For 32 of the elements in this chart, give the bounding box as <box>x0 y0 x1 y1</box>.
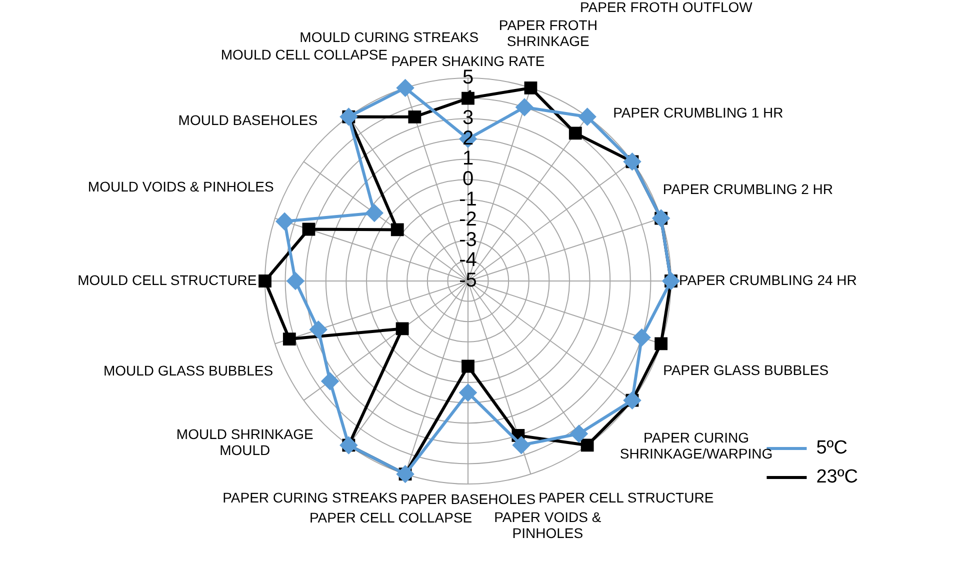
spoke-label: PAPER CRUMBLING 2 HR <box>662 180 834 197</box>
spoke-label: PAPER CRUMBLING 1 HR <box>613 104 784 121</box>
spoke-label: PAPER CURING STREAKS <box>222 489 398 506</box>
spoke-label: PAPER VOIDS & PINHOLES <box>494 509 602 542</box>
spoke-label: MOULD VOIDS & PINHOLES <box>88 178 274 195</box>
legend-label: 23ºC <box>816 466 858 488</box>
spoke-label: PAPER CELL STRUCTURE <box>538 490 714 506</box>
y-tick-label: -5 <box>459 270 477 292</box>
spoke-label: MOULD CELL COLLAPSE <box>220 46 388 62</box>
legend-label: 5ºC <box>816 438 848 459</box>
spoke-label: MOULD GLASS BUBBLES <box>103 362 274 379</box>
spoke-label: PAPER FROTH OUTFLOW <box>580 0 754 16</box>
spoke-label: MOULD BASEHOLES <box>178 112 318 128</box>
spoke-label: MOULD CURING STREAKS <box>300 29 479 46</box>
y-tick-label: -3 <box>459 228 477 251</box>
y-tick-label: -4 <box>459 249 477 272</box>
y-tick-label: -1 <box>459 188 477 210</box>
y-tick-label: 1 <box>462 148 474 170</box>
spoke-label: PAPER CELL COLLAPSE <box>309 509 472 526</box>
spoke-label: PAPER FROTH SHRINKAGE <box>498 17 598 50</box>
y-tick-label: 5 <box>462 66 474 89</box>
y-tick-label: 0 <box>462 168 474 190</box>
spoke-label: PAPER BASEHOLES <box>400 490 536 507</box>
spoke-label: PAPER GLASS BUBBLES <box>663 362 829 378</box>
y-tick-label: -2 <box>459 208 477 231</box>
spoke-label: PAPER SHAKING RATE <box>391 52 545 69</box>
y-tick-label: 3 <box>462 107 474 130</box>
spoke-label: MOULD SHRINKAGE MOULD <box>176 426 314 458</box>
spoke-label: PAPER CRUMBLING 24 HR <box>678 272 857 288</box>
y-tick-label: 2 <box>462 127 474 150</box>
spoke-label: PAPER CURING SHRINKAGE/WARPING <box>620 430 773 462</box>
spoke-label: MOULD CELL STRUCTURE <box>78 272 257 288</box>
